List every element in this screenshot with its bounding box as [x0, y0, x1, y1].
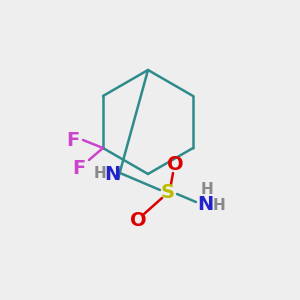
Text: N: N — [104, 166, 120, 184]
Text: O: O — [167, 155, 183, 175]
Text: S: S — [161, 182, 175, 202]
Text: H: H — [201, 182, 213, 197]
Text: O: O — [130, 211, 146, 230]
Text: H: H — [94, 166, 106, 181]
Text: F: F — [66, 130, 80, 149]
Text: N: N — [197, 194, 213, 214]
Text: H: H — [213, 199, 225, 214]
Text: F: F — [72, 158, 86, 178]
